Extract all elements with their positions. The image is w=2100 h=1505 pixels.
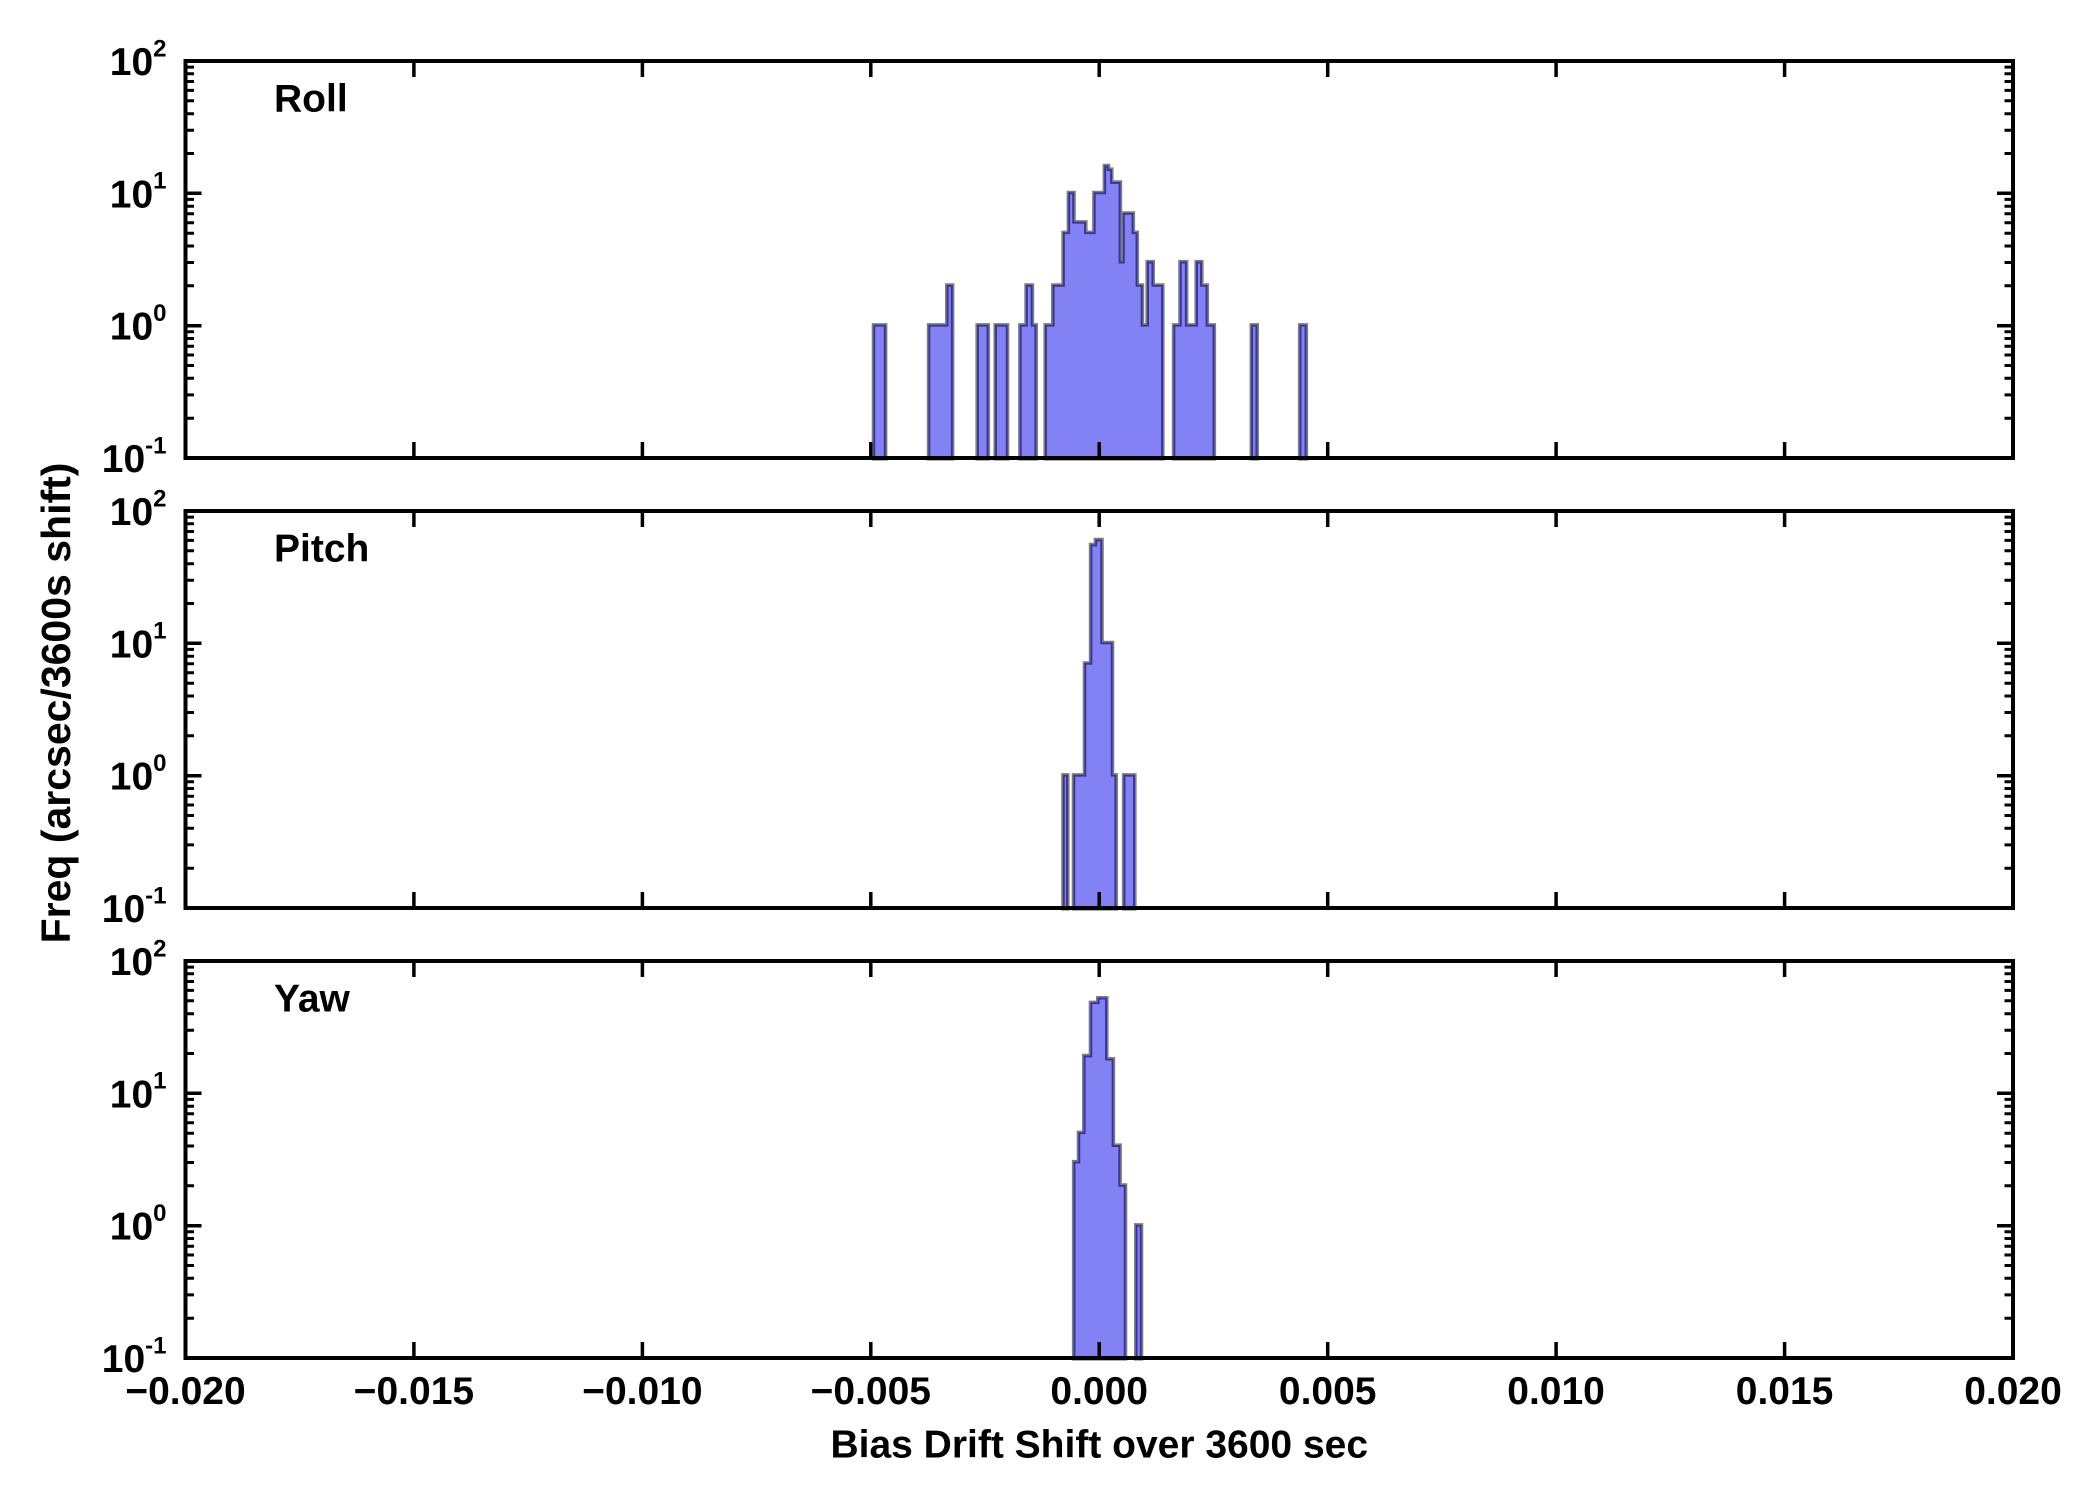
- svg-text:−0.010: −0.010: [582, 1370, 702, 1413]
- svg-text:Bias Drift Shift over 3600 sec: Bias Drift Shift over 3600 sec: [830, 1424, 1368, 1467]
- svg-text:−0.015: −0.015: [354, 1370, 474, 1413]
- svg-text:101: 101: [110, 1068, 167, 1117]
- svg-text:−0.005: −0.005: [811, 1370, 931, 1413]
- svg-text:0.010: 0.010: [1507, 1370, 1605, 1413]
- svg-text:Yaw: Yaw: [274, 978, 351, 1021]
- svg-text:0.020: 0.020: [1964, 1370, 2062, 1413]
- svg-text:0.000: 0.000: [1050, 1370, 1148, 1413]
- svg-text:0.005: 0.005: [1279, 1370, 1377, 1413]
- svg-text:−0.020: −0.020: [125, 1370, 245, 1413]
- svg-text:102: 102: [110, 35, 167, 84]
- svg-text:102: 102: [110, 935, 167, 984]
- svg-text:Pitch: Pitch: [274, 528, 369, 571]
- svg-text:Roll: Roll: [274, 78, 348, 121]
- svg-text:Freq (arcsec/3600s shift): Freq (arcsec/3600s shift): [33, 463, 79, 944]
- svg-text:0.015: 0.015: [1736, 1370, 1834, 1413]
